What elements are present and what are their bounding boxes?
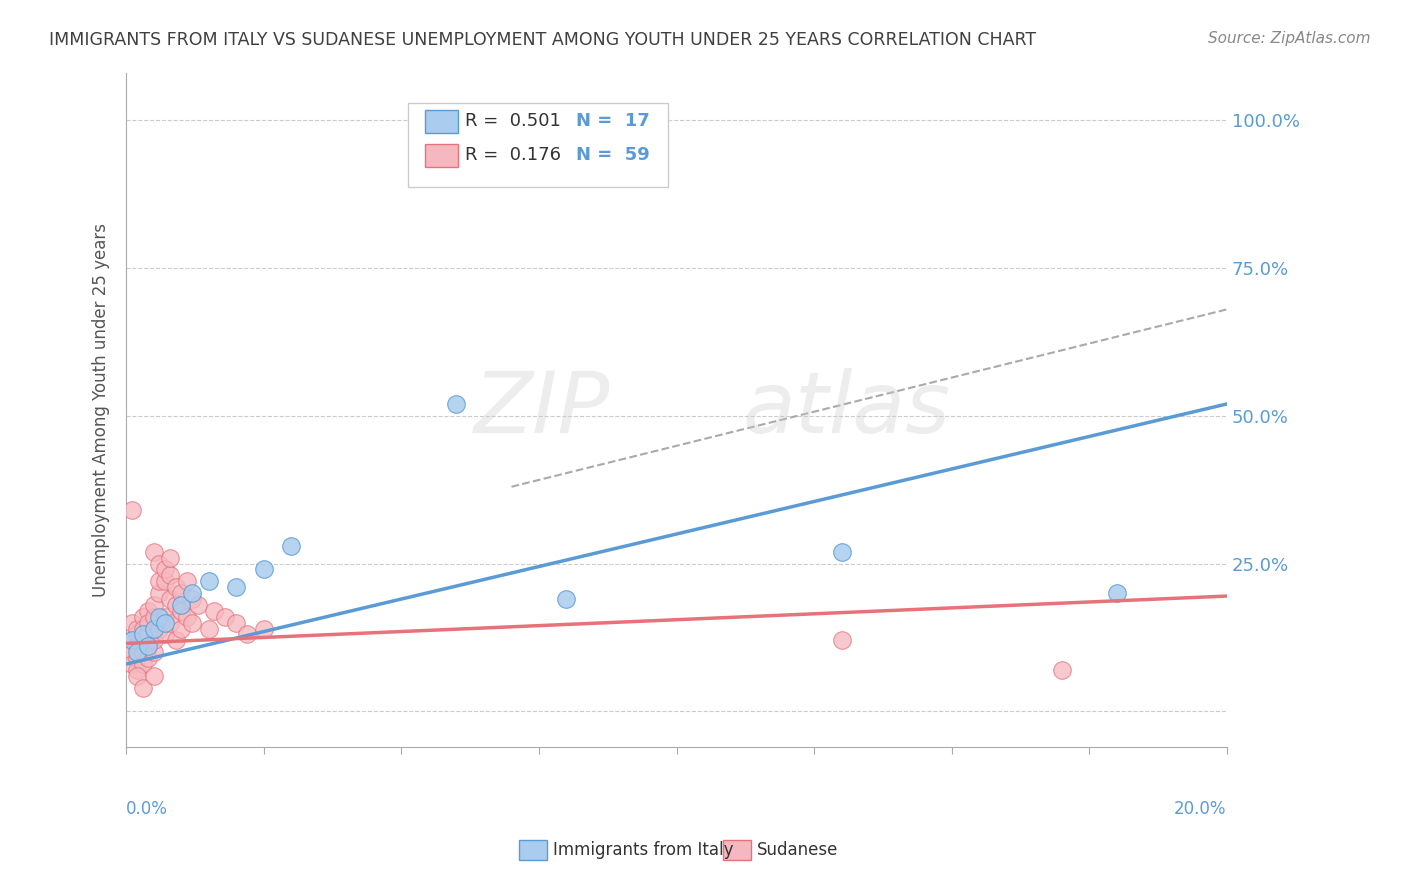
Point xyxy=(165,580,187,594)
Point xyxy=(121,633,143,648)
Text: N =  59: N = 59 xyxy=(576,146,650,164)
Point xyxy=(1050,663,1073,677)
Text: R =  0.176: R = 0.176 xyxy=(465,146,561,164)
Point xyxy=(280,539,302,553)
Text: N =  17: N = 17 xyxy=(576,112,650,130)
Point xyxy=(142,645,165,659)
Point xyxy=(121,633,143,648)
Point xyxy=(136,604,159,618)
Point xyxy=(148,574,170,589)
Point xyxy=(831,545,853,559)
Point xyxy=(142,669,165,683)
Point xyxy=(142,598,165,612)
Point xyxy=(127,627,149,641)
Point xyxy=(142,633,165,648)
Point xyxy=(159,568,181,582)
Point xyxy=(187,598,209,612)
Point xyxy=(136,640,159,654)
Point xyxy=(181,592,204,607)
Point xyxy=(198,622,221,636)
Point xyxy=(153,615,176,630)
Text: Source: ZipAtlas.com: Source: ZipAtlas.com xyxy=(1208,31,1371,46)
Text: Immigrants from Italy: Immigrants from Italy xyxy=(553,841,733,859)
Point xyxy=(170,622,193,636)
Point xyxy=(555,592,578,607)
Point xyxy=(148,622,170,636)
Point xyxy=(136,627,159,641)
Point xyxy=(198,574,221,589)
Point xyxy=(127,651,149,665)
Point xyxy=(153,562,176,576)
Point xyxy=(142,545,165,559)
Point xyxy=(1105,586,1128,600)
Point xyxy=(132,622,155,636)
Text: Sudanese: Sudanese xyxy=(756,841,838,859)
Point xyxy=(136,640,159,654)
Text: 20.0%: 20.0% xyxy=(1174,800,1227,818)
Point xyxy=(225,580,247,594)
Point xyxy=(127,669,149,683)
Text: R =  0.501: R = 0.501 xyxy=(465,112,561,130)
Point xyxy=(236,627,259,641)
Point xyxy=(176,609,198,624)
Text: 0.0%: 0.0% xyxy=(127,800,169,818)
Text: IMMIGRANTS FROM ITALY VS SUDANESE UNEMPLOYMENT AMONG YOUTH UNDER 25 YEARS CORREL: IMMIGRANTS FROM ITALY VS SUDANESE UNEMPL… xyxy=(49,31,1036,49)
Point xyxy=(253,622,276,636)
Point xyxy=(159,592,181,607)
Point xyxy=(153,574,176,589)
Point xyxy=(181,586,204,600)
Point xyxy=(132,633,155,648)
Point xyxy=(121,615,143,630)
Point xyxy=(127,622,149,636)
Point xyxy=(446,397,468,411)
Point xyxy=(132,627,155,641)
Point xyxy=(142,609,165,624)
Point xyxy=(202,604,225,618)
Point xyxy=(132,609,155,624)
Point xyxy=(159,550,181,565)
Point xyxy=(127,645,149,659)
Point xyxy=(121,503,143,517)
Point xyxy=(181,615,204,630)
Point xyxy=(132,681,155,695)
Point xyxy=(148,557,170,571)
Point xyxy=(132,645,155,659)
Point xyxy=(153,627,176,641)
Point xyxy=(165,598,187,612)
Point xyxy=(170,598,193,612)
Point xyxy=(153,609,176,624)
Point xyxy=(159,615,181,630)
Point xyxy=(121,645,143,659)
Point xyxy=(176,574,198,589)
Text: ZIP: ZIP xyxy=(474,368,610,451)
Point xyxy=(136,615,159,630)
Point xyxy=(136,651,159,665)
Point xyxy=(148,586,170,600)
Point xyxy=(148,609,170,624)
Text: atlas: atlas xyxy=(742,368,950,451)
Point xyxy=(127,640,149,654)
Point xyxy=(253,562,276,576)
Point xyxy=(121,657,143,671)
Point xyxy=(225,615,247,630)
Point xyxy=(170,586,193,600)
Point xyxy=(132,657,155,671)
Point xyxy=(142,622,165,636)
Point xyxy=(127,663,149,677)
Point xyxy=(214,609,236,624)
Point xyxy=(831,633,853,648)
Y-axis label: Unemployment Among Youth under 25 years: Unemployment Among Youth under 25 years xyxy=(93,223,110,597)
Point xyxy=(170,604,193,618)
Point xyxy=(165,633,187,648)
